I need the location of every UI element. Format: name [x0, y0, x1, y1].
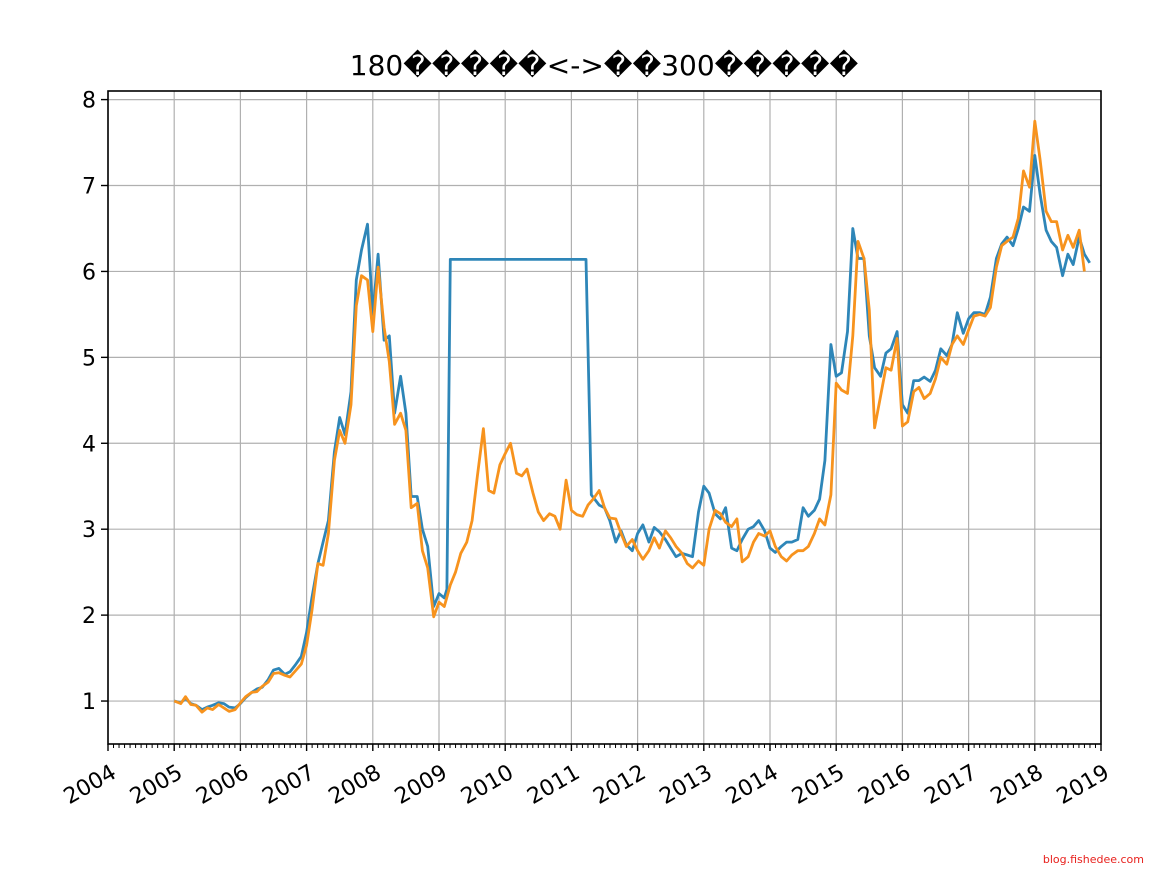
- y-tick-label: 7: [82, 175, 96, 200]
- series-line-1: [173, 154, 1091, 711]
- y-axis: 1 2 3 4 5 6 7 8: [82, 89, 108, 715]
- y-tick-label: 2: [82, 604, 96, 629]
- y-tick-label: 8: [82, 89, 96, 114]
- y-tick-label: 1: [82, 690, 96, 715]
- chart-title: 180�����<->��300�����: [350, 49, 859, 82]
- watermark-text: blog.fishedee.com: [1042, 853, 1144, 866]
- series-line-2: [173, 119, 1086, 714]
- y-tick-label: 6: [82, 260, 96, 285]
- y-tick-label: 5: [82, 346, 96, 371]
- series-group: [173, 119, 1091, 714]
- y-tick-label: 3: [82, 518, 96, 543]
- y-tick-label: 4: [82, 432, 96, 457]
